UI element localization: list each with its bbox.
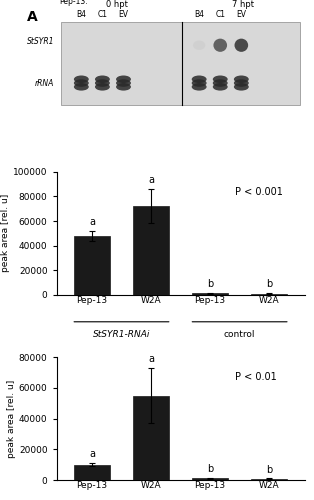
FancyBboxPatch shape <box>62 22 300 105</box>
Ellipse shape <box>74 83 89 90</box>
Text: C1: C1 <box>215 10 225 19</box>
Text: a: a <box>89 217 95 227</box>
Text: C1: C1 <box>97 10 107 19</box>
Ellipse shape <box>116 80 131 87</box>
Text: P < 0.01: P < 0.01 <box>235 372 277 382</box>
Ellipse shape <box>116 76 131 83</box>
Ellipse shape <box>213 76 228 83</box>
Ellipse shape <box>192 76 207 83</box>
Y-axis label: peak area [rel. u]: peak area [rel. u] <box>7 380 16 458</box>
Ellipse shape <box>234 80 249 87</box>
Ellipse shape <box>192 83 207 90</box>
Ellipse shape <box>193 40 205 50</box>
Bar <box>252 479 287 480</box>
Ellipse shape <box>116 83 131 90</box>
Text: 7 hpt: 7 hpt <box>231 0 254 10</box>
Text: a: a <box>89 449 95 459</box>
Ellipse shape <box>95 83 110 90</box>
Text: b: b <box>266 465 272 475</box>
Text: a: a <box>148 354 154 364</box>
Ellipse shape <box>214 38 227 52</box>
Text: b: b <box>207 279 213 289</box>
Text: B4: B4 <box>76 10 86 19</box>
Ellipse shape <box>192 80 207 87</box>
Text: Pep-13:: Pep-13: <box>59 0 88 6</box>
Text: A: A <box>27 10 37 24</box>
Text: control: control <box>224 330 255 340</box>
Bar <box>74 464 110 480</box>
Ellipse shape <box>213 83 228 90</box>
Bar <box>252 294 287 295</box>
Text: P < 0.001: P < 0.001 <box>235 186 283 196</box>
Text: rRNA: rRNA <box>35 78 54 88</box>
Ellipse shape <box>213 80 228 87</box>
Bar <box>133 396 169 480</box>
Text: EV: EV <box>236 10 246 19</box>
Ellipse shape <box>234 83 249 90</box>
Text: b: b <box>207 464 213 474</box>
Ellipse shape <box>235 38 248 52</box>
Text: EV: EV <box>118 10 128 19</box>
Y-axis label: peak area [rel. u]: peak area [rel. u] <box>1 194 10 272</box>
Ellipse shape <box>74 76 89 83</box>
Bar <box>192 478 228 480</box>
Text: b: b <box>266 280 272 289</box>
Bar <box>192 294 228 295</box>
Text: a: a <box>148 176 154 186</box>
Ellipse shape <box>95 76 110 83</box>
Ellipse shape <box>234 76 249 83</box>
Bar <box>74 236 110 295</box>
Text: B4: B4 <box>194 10 204 19</box>
Text: StSYR1: StSYR1 <box>27 37 54 46</box>
Bar <box>133 206 169 295</box>
Text: StSYR1-RNAi: StSYR1-RNAi <box>93 330 150 340</box>
Ellipse shape <box>74 80 89 87</box>
Ellipse shape <box>95 80 110 87</box>
Text: 0 hpt: 0 hpt <box>106 0 128 10</box>
